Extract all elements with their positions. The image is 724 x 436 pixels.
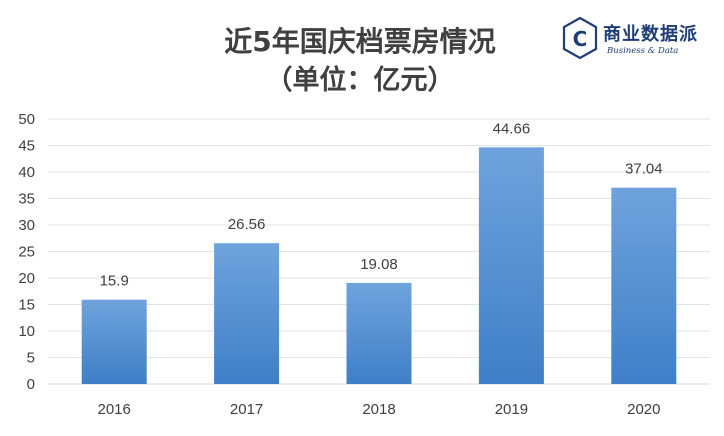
data-label-2016: 15.9 (100, 273, 129, 290)
x-axis: 2016 2017 2018 2019 2020 (98, 401, 661, 418)
x-tick-label-2017: 2017 (230, 401, 263, 418)
bar-2020 (611, 187, 677, 384)
bar-2018 (346, 282, 412, 384)
x-tick-label-2019: 2019 (495, 401, 528, 418)
chart-title: 近5年国庆档票房情况 (224, 25, 496, 58)
x-tick-label-2020: 2020 (627, 401, 660, 418)
svg-text:C: C (573, 27, 588, 51)
bars (81, 147, 677, 384)
y-tick-label: 35 (18, 191, 35, 208)
bar-2019 (478, 147, 544, 384)
x-tick-label-2018: 2018 (362, 401, 395, 418)
y-tick-label: 5 (27, 350, 35, 367)
bar-2017 (214, 243, 280, 384)
data-label-2017: 26.56 (228, 216, 266, 233)
y-tick-label: 50 (18, 111, 35, 128)
data-label-2020: 37.04 (625, 161, 663, 178)
y-tick-label: 0 (27, 376, 35, 393)
brand-name: 商业数据派 (603, 24, 698, 45)
y-tick-label: 10 (18, 323, 35, 340)
data-label-2019: 44.66 (493, 120, 531, 137)
y-tick-label: 20 (18, 270, 35, 287)
brand-subtitle: Business & Data (607, 46, 679, 56)
data-labels: 15.9 26.56 19.08 44.66 37.04 (100, 120, 663, 289)
x-tick-label-2016: 2016 (98, 401, 131, 418)
bar-2016 (81, 299, 147, 384)
y-tick-label: 45 (18, 138, 35, 155)
y-tick-label: 30 (18, 217, 35, 234)
y-tick-label: 15 (18, 297, 35, 314)
y-tick-label: 25 (18, 244, 35, 261)
brand-logo-icon: C (562, 16, 598, 60)
data-label-2018: 19.08 (360, 256, 398, 273)
chart-subtitle: （单位：亿元） (265, 65, 455, 96)
y-tick-label: 40 (18, 164, 35, 181)
brand-logo: C 商业数据派 Business & Data (561, 14, 711, 64)
y-axis: 0 5 10 15 20 25 30 35 40 45 50 (18, 111, 35, 393)
